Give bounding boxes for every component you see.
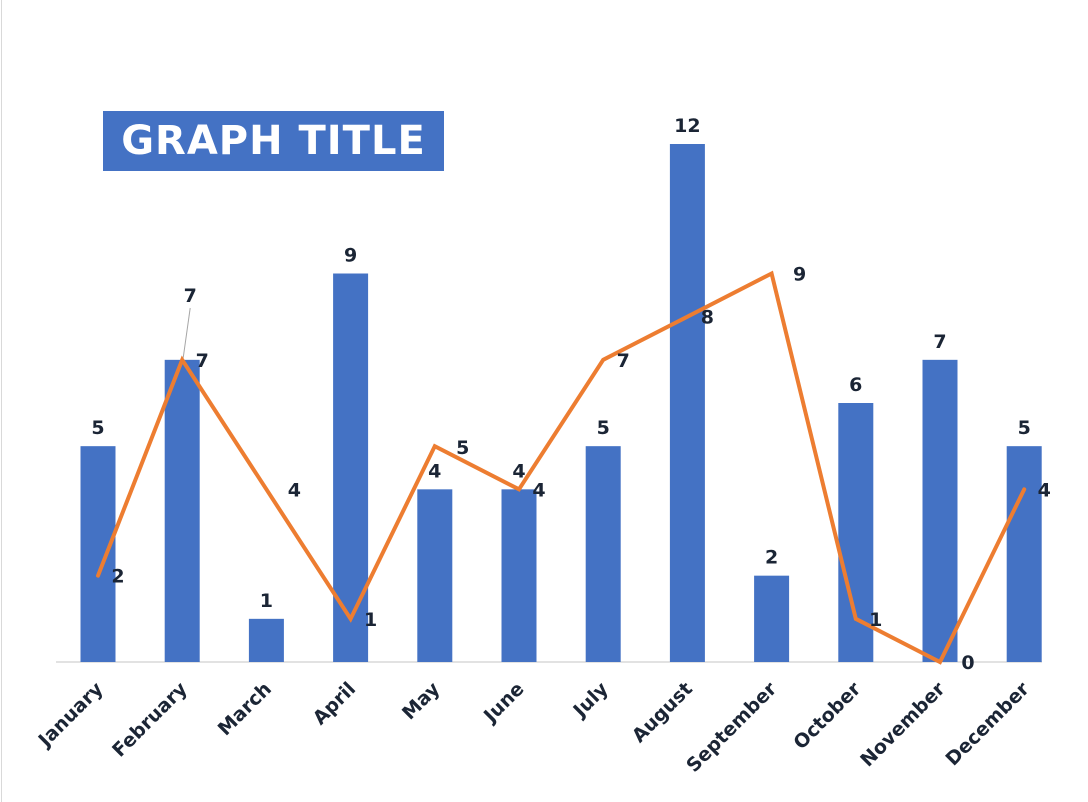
- x-label-october: October: [789, 678, 865, 754]
- bar-february: [164, 359, 200, 662]
- bar-label-august: 12: [674, 115, 700, 137]
- bar-series: [80, 144, 1042, 662]
- line-label-august: 8: [701, 307, 714, 329]
- line-label-december: 4: [1038, 479, 1051, 501]
- bar-august: [669, 144, 705, 662]
- x-label-december: December: [941, 678, 1034, 771]
- x-label-april: April: [309, 678, 360, 729]
- leader-line: [182, 307, 191, 358]
- bar-december: [1006, 446, 1042, 662]
- bar-may: [417, 489, 453, 662]
- bar-label-november: 7: [933, 331, 946, 353]
- bar-label-january: 5: [91, 417, 104, 439]
- line-label-may: 5: [456, 437, 469, 459]
- chart-title-box: GRAPH TITLE: [103, 111, 444, 171]
- line-label-february: 7: [196, 350, 209, 372]
- x-label-september: September: [682, 678, 781, 777]
- x-label-may: May: [398, 678, 445, 725]
- x-label-july: July: [568, 678, 613, 723]
- x-label-august: August: [628, 678, 697, 747]
- line-series: [96, 270, 1027, 665]
- line-label-november: 0: [961, 652, 974, 674]
- bar-september: [754, 575, 790, 662]
- x-label-february: February: [108, 678, 192, 762]
- line-label-january: 2: [111, 566, 124, 588]
- line-label-july: 7: [617, 350, 630, 372]
- line-label-april: 1: [364, 609, 377, 631]
- bar-label-may: 4: [428, 460, 441, 482]
- chart-frame-border: [1, 0, 2, 802]
- line-label-march: 4: [288, 479, 301, 501]
- bar-label-april: 9: [344, 245, 357, 267]
- x-label-january: January: [33, 678, 108, 753]
- x-label-march: March: [214, 678, 276, 740]
- bar-label-march: 1: [260, 590, 273, 612]
- bar-label-december: 5: [1018, 417, 1031, 439]
- line-label-october: 1: [869, 609, 882, 631]
- bar-january: [80, 446, 116, 662]
- x-label-november: November: [856, 678, 950, 772]
- bar-july: [585, 446, 621, 662]
- x-axis-labels: January February March April May June July Augu…: [33, 678, 1034, 777]
- bar-march: [248, 618, 284, 662]
- bar-label-september: 2: [765, 547, 778, 569]
- line-label-september: 9: [793, 264, 806, 286]
- x-label-june: June: [478, 678, 528, 728]
- bar-label-july: 5: [597, 417, 610, 439]
- bar-label-february: 7: [184, 285, 197, 307]
- bar-label-october: 6: [849, 374, 862, 396]
- bar-june: [501, 489, 537, 662]
- line-label-june: 4: [532, 479, 545, 501]
- bar-label-june: 4: [512, 460, 525, 482]
- chart-title: GRAPH TITLE: [121, 118, 426, 164]
- bar-november: [922, 359, 958, 662]
- bar-april: [333, 273, 369, 662]
